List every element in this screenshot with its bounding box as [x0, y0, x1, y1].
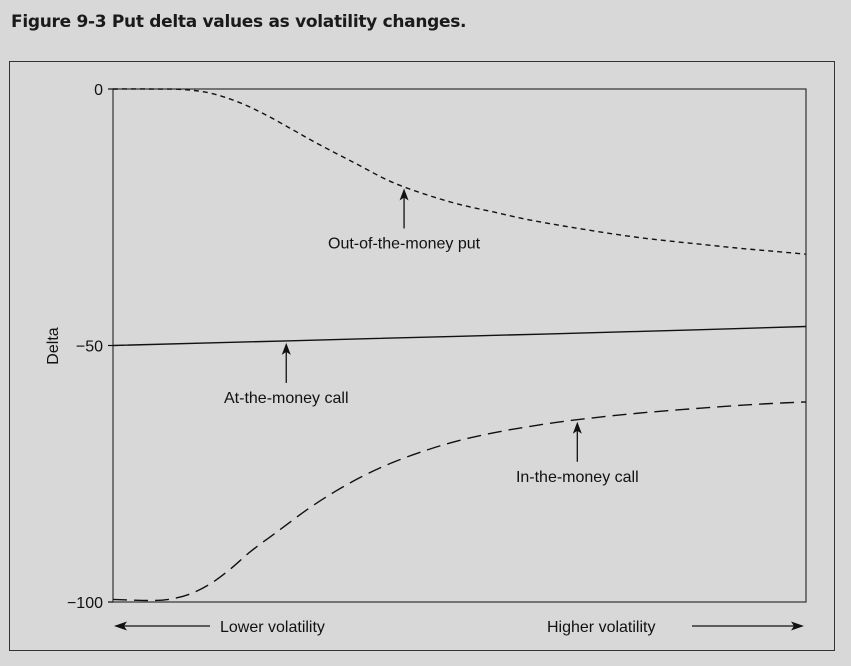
- annotation-arrow-head: [572, 421, 582, 434]
- annotation-label-in-the-money-call: In-the-money call: [516, 469, 639, 486]
- series-group: [112, 88, 807, 602]
- annotation-arrow-head: [399, 188, 409, 201]
- x-axis-annotations: Lower volatility Higher volatility: [114, 619, 804, 636]
- y-tick-label: −100: [67, 595, 103, 612]
- series-line-out-of-the-money-put: [112, 88, 807, 255]
- series-line-at-the-money-call: [112, 325, 807, 347]
- annotation-label-at-the-money-call: At-the-money call: [224, 390, 349, 407]
- y-ticks: 0 −50 −100: [67, 82, 113, 612]
- y-axis-label: Delta: [45, 327, 62, 364]
- y-tick-label: −50: [76, 339, 103, 356]
- x-annotation-right: Higher volatility: [547, 619, 655, 636]
- plot-area: [112, 88, 807, 603]
- x-annotation-left: Lower volatility: [220, 619, 325, 636]
- annotations-group: Out-of-the-money put At-the-money call In-…: [224, 188, 639, 486]
- figure-title: Figure 9-3 Put delta values as volatilit…: [11, 12, 467, 32]
- annotation-label-out-of-the-money-put: Out-of-the-money put: [328, 235, 481, 252]
- y-tick-label: 0: [94, 82, 103, 99]
- left-arrow-head: [114, 621, 127, 631]
- figure-frame: [9, 61, 835, 651]
- annotation-arrow-head: [281, 342, 291, 355]
- series-line-in-the-money-call: [112, 401, 807, 602]
- right-arrow-head: [791, 621, 804, 631]
